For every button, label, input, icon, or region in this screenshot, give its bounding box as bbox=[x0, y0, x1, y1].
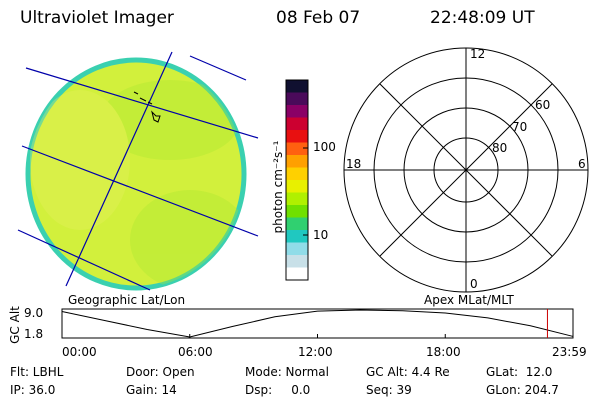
altitude-series-line bbox=[61, 309, 573, 338]
colorbar-segment bbox=[286, 230, 308, 243]
mlt-label-6: 6 bbox=[578, 157, 586, 171]
colorbar-tick-10: 10 bbox=[313, 228, 329, 242]
gc-alt-info: GC Alt: 4.4 Re bbox=[366, 365, 450, 379]
colorbar-segment bbox=[286, 117, 308, 131]
mlt-label-18: 18 bbox=[346, 157, 362, 171]
gain-info: Gain: 14 bbox=[126, 383, 177, 397]
instrument-title: Ultraviolet Imager bbox=[20, 8, 174, 28]
altitude-ytick-low: 1.8 bbox=[24, 327, 44, 341]
colorbar-segment bbox=[286, 242, 308, 256]
colorbar-segment bbox=[286, 167, 308, 181]
colorbar-segment bbox=[286, 105, 308, 118]
time-label: 22:48:09 UT bbox=[430, 8, 535, 28]
door-info: Door: Open bbox=[126, 365, 195, 379]
coastline bbox=[133, 91, 161, 123]
geographic-label: Geographic Lat/Lon bbox=[68, 293, 186, 307]
date-label: 08 Feb 07 bbox=[276, 8, 361, 28]
time-tick-1200: 12:00 bbox=[298, 345, 333, 359]
altitude-plot-frame bbox=[61, 308, 574, 339]
time-tick-0000: 00:00 bbox=[62, 345, 97, 359]
mode-info: Mode: Normal bbox=[245, 365, 329, 379]
ip-info: IP: 36.0 bbox=[10, 383, 56, 397]
colorbar-segment bbox=[286, 142, 308, 156]
time-tick-1800: 18:00 bbox=[426, 345, 461, 359]
glon-info: GLon: 204.7 bbox=[486, 383, 559, 397]
altitude-ylabel: GC Alt bbox=[7, 306, 22, 344]
seq-info: Seq: 39 bbox=[366, 383, 412, 397]
colorbar-segment bbox=[286, 92, 308, 106]
colorbar-segment bbox=[286, 255, 308, 268]
colorbar-segment bbox=[286, 217, 308, 231]
colorbar-segment bbox=[286, 180, 308, 193]
dsp-info: Dsp: 0.0 bbox=[245, 383, 311, 397]
mlt-label-12: 12 bbox=[470, 47, 486, 61]
mlat-label-80: 80 bbox=[492, 141, 508, 155]
colorbar-segment bbox=[286, 155, 308, 168]
colorbar-segment bbox=[286, 192, 308, 206]
color-scale-bar bbox=[285, 79, 309, 281]
glat-info: GLat: 12.0 bbox=[486, 365, 553, 379]
polar-diagonal-2 bbox=[379, 83, 553, 257]
mlt-label-0: 0 bbox=[470, 277, 478, 291]
lat-lon-grid bbox=[17, 51, 259, 291]
mlat-label-70: 70 bbox=[512, 120, 528, 134]
apex-label: Apex MLat/MLT bbox=[424, 293, 514, 307]
colorbar-tick-100: 100 bbox=[313, 140, 336, 154]
time-tick-2359: 23:59 bbox=[552, 345, 587, 359]
earth-uv-image bbox=[17, 51, 259, 291]
colorbar-segment bbox=[286, 130, 308, 143]
colorbar-unit-label: photon cm⁻²s⁻¹ bbox=[271, 140, 285, 234]
time-tick-0600: 06:00 bbox=[178, 345, 213, 359]
colorbar-segment bbox=[286, 267, 308, 281]
altitude-ytick-high: 9.0 bbox=[24, 306, 44, 320]
colorbar-segment bbox=[286, 80, 308, 93]
mlat-label-60: 60 bbox=[535, 98, 551, 112]
colorbar-segment bbox=[286, 205, 308, 218]
polar-mlt-plot bbox=[343, 47, 589, 293]
filter-info: Flt: LBHL bbox=[10, 365, 64, 379]
altitude-plot bbox=[61, 308, 574, 339]
